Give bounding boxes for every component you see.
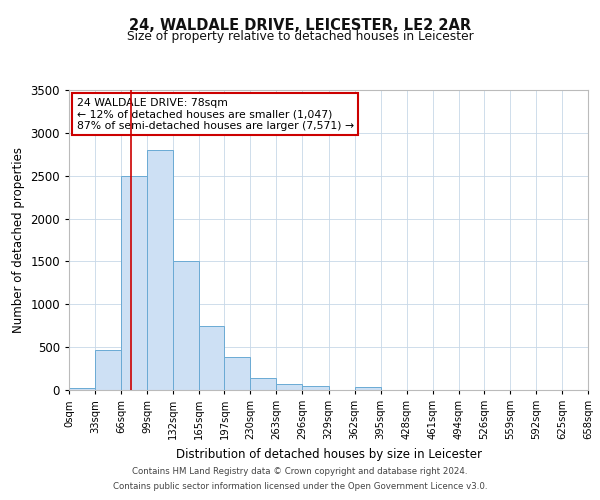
Bar <box>302 386 329 390</box>
Bar <box>173 262 199 390</box>
Bar <box>95 350 121 390</box>
Text: 24, WALDALE DRIVE, LEICESTER, LE2 2AR: 24, WALDALE DRIVE, LEICESTER, LE2 2AR <box>129 18 471 32</box>
Y-axis label: Number of detached properties: Number of detached properties <box>12 147 25 333</box>
Bar <box>69 388 95 390</box>
Bar <box>147 150 173 390</box>
Text: Contains public sector information licensed under the Open Government Licence v3: Contains public sector information licen… <box>113 482 487 491</box>
Text: Contains HM Land Registry data © Crown copyright and database right 2024.: Contains HM Land Registry data © Crown c… <box>132 467 468 476</box>
X-axis label: Distribution of detached houses by size in Leicester: Distribution of detached houses by size … <box>176 448 482 460</box>
Bar <box>277 384 302 390</box>
Bar <box>224 356 250 390</box>
Bar <box>121 176 147 390</box>
Bar <box>250 378 277 390</box>
Bar <box>199 326 224 390</box>
Text: 24 WALDALE DRIVE: 78sqm
← 12% of detached houses are smaller (1,047)
87% of semi: 24 WALDALE DRIVE: 78sqm ← 12% of detache… <box>77 98 354 130</box>
Text: Size of property relative to detached houses in Leicester: Size of property relative to detached ho… <box>127 30 473 43</box>
Bar <box>355 388 380 390</box>
